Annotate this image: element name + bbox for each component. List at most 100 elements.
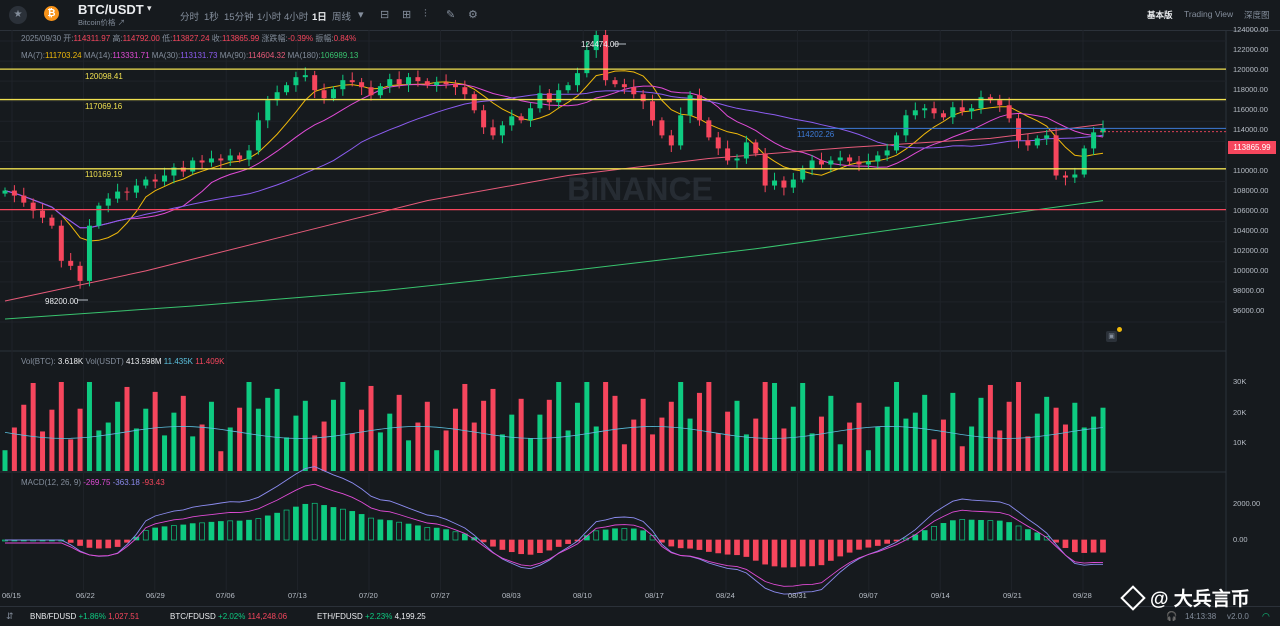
chevron-down-icon[interactable]: ▾ (147, 3, 152, 13)
indicator-icon[interactable]: ⊟ (380, 9, 390, 21)
ticker-eth[interactable]: ETH/FDUSD +2.23% 4,199.25 (317, 612, 426, 621)
interval-tab[interactable]: 4小时 (284, 12, 309, 23)
ticker-btc[interactable]: BTC/FDUSD +2.02% 114,248.06 (170, 612, 288, 621)
macd-histogram-bar (1062, 539, 1069, 548)
candle-body (1053, 135, 1059, 176)
candle-body (462, 87, 468, 95)
macd-histogram-bar (142, 530, 149, 541)
candle-body (415, 77, 421, 82)
macd-histogram-bar (349, 511, 356, 541)
price-axis[interactable]: 124000.00 122000.00 120000.00 118000.00 1160… (1226, 25, 1280, 602)
settings-gear-icon[interactable]: ⚙ (468, 9, 478, 21)
candle-body (77, 265, 83, 281)
macd-histogram-bar (152, 527, 159, 541)
candle-body (809, 160, 815, 169)
macd-histogram-bar (255, 518, 262, 541)
macd-histogram-bar (396, 521, 403, 541)
macd-histogram-bar (452, 531, 459, 541)
alert-icon[interactable]: ▣ (1106, 331, 1117, 342)
volume-bar (621, 444, 627, 471)
overlay-watermark: @ 大兵言币 (1150, 589, 1250, 610)
status-version: v2.0.0 (1227, 612, 1249, 621)
candle-body (96, 205, 102, 226)
price-tick: 120000.00 (1233, 65, 1269, 75)
ma-info: MA(7):111703.24 MA(14):113331.71 MA(30):… (21, 51, 359, 60)
draw-tools-icon[interactable]: ✎ (446, 9, 456, 21)
tab-depth[interactable]: 深度图 (1244, 10, 1270, 20)
candle-body (1025, 140, 1031, 146)
ohlc-open: 114311.97 (73, 34, 111, 43)
volume-bar (40, 431, 46, 471)
volume-bar (790, 406, 796, 471)
top-bar: ★ ₿ BTC/USDT ▾ Bitcoin价格 ↗ 分时 1秒 15分钟 1小时 4小… (0, 0, 1280, 31)
ticker-toggle-icon[interactable]: ⇵ (6, 611, 14, 621)
chart-type-icon[interactable]: ⫶ (424, 8, 427, 20)
favorite-star-icon[interactable]: ★ (9, 6, 27, 24)
volume-bar (321, 421, 327, 471)
ma180-value: 106989.13 (320, 51, 359, 60)
price-chart[interactable]: BINANCE (0, 30, 1280, 606)
price-tick: 110000.00 (1233, 165, 1268, 175)
chevron-down-icon[interactable]: ▾ (358, 9, 364, 21)
date-tick: 08/31 (788, 591, 807, 600)
interval-tab[interactable]: 分时 (180, 12, 200, 23)
macd-histogram-bar (1034, 532, 1041, 541)
candle-body (997, 100, 1003, 106)
volume-bar (800, 382, 806, 471)
headset-icon[interactable]: 🎧 (1166, 611, 1178, 621)
volume-bar (584, 382, 590, 471)
volume-bar (171, 412, 177, 471)
volume-bar (1025, 436, 1031, 471)
volume-bar (1100, 407, 1106, 471)
symbol-title[interactable]: BTC/USDT (78, 2, 144, 17)
candle-body (715, 137, 721, 149)
tab-tradingview[interactable]: Trading View (1184, 9, 1234, 19)
ohlc-amplitude: 0.84% (333, 34, 357, 43)
interval-tab[interactable]: 15分钟 (224, 12, 254, 23)
date-tick: 07/06 (216, 591, 235, 600)
candle-body (302, 75, 308, 78)
macd-histogram-bar (790, 539, 797, 568)
macd-histogram-bar (386, 520, 393, 541)
date-tick: 06/15 (2, 591, 21, 600)
candle-body (133, 185, 139, 193)
volume-bar (406, 440, 412, 471)
macd-histogram-bar (668, 539, 675, 547)
ma90-value: 114604.32 (248, 51, 286, 60)
candle-body (612, 80, 618, 85)
macd-histogram-bar (415, 525, 421, 541)
candle-body (30, 202, 36, 211)
candle-body (931, 108, 937, 114)
compare-icon[interactable]: ⊞ (402, 9, 412, 21)
ma30-value: 113131.73 (180, 51, 218, 60)
date-axis[interactable]: 06/15 06/22 06/29 07/06 07/13 07/20 07/27 08/03… (0, 590, 1226, 604)
volume-bar (706, 382, 712, 471)
volume-bar (340, 382, 346, 471)
interval-tab[interactable]: 1日 (312, 12, 327, 23)
volume-bar (912, 412, 918, 471)
interval-tab[interactable]: 周线 (332, 12, 352, 23)
volume-tick: 30K (1233, 377, 1247, 386)
ohlc-low: 113827.24 (172, 34, 210, 43)
date-tick: 08/03 (502, 591, 521, 600)
ticker-bnb[interactable]: BNB/FDUSD +1.86% 1,027.51 (30, 612, 140, 621)
date-tick: 06/22 (76, 591, 95, 600)
tab-basic[interactable]: 基本版 (1147, 10, 1173, 20)
interval-tab[interactable]: 1小时 (257, 12, 282, 23)
volume-bar (462, 383, 468, 471)
volume-bar (847, 422, 853, 471)
candle-body (706, 120, 712, 138)
volume-bar (903, 418, 909, 471)
volume-bar (931, 439, 937, 471)
macd-histogram-bar (95, 539, 102, 549)
macd-histogram-bar (433, 527, 440, 541)
macd-histogram-bar (546, 539, 553, 551)
candle-body (190, 160, 196, 172)
symbol-subtitle-link[interactable]: Bitcoin价格 ↗ (78, 18, 126, 27)
volume-tick: 10K (1233, 438, 1247, 447)
volume-bar (443, 430, 449, 471)
interval-tab[interactable]: 1秒 (204, 12, 219, 23)
volume-bar (1072, 402, 1078, 471)
macd-histogram-bar (490, 539, 496, 547)
candle-body (481, 110, 487, 128)
